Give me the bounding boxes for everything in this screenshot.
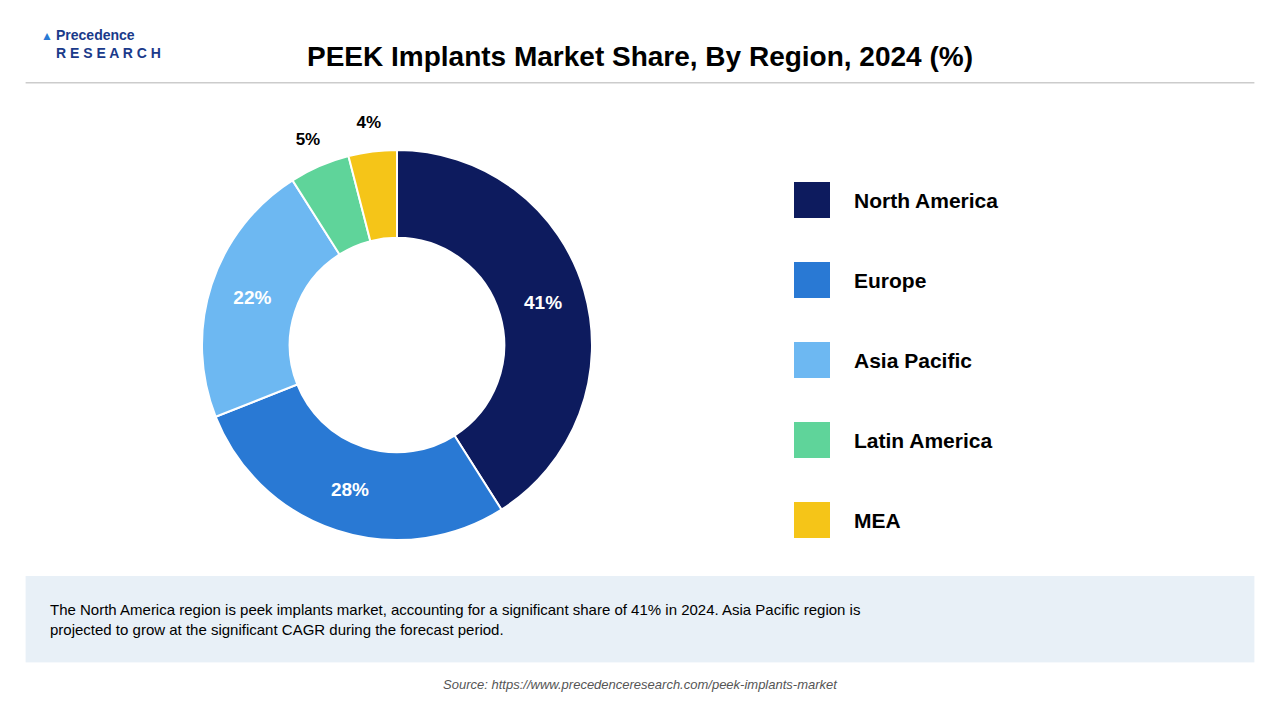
- footer-text: The North America region is peek implant…: [50, 601, 860, 638]
- chart: PEEK Implants Market Share, By Region, 2…: [0, 0, 1280, 720]
- legend-swatch: [794, 422, 830, 458]
- background: [0, 0, 1280, 720]
- data-label: 22%: [233, 287, 271, 308]
- source-text: Source: https://www.precedenceresearch.c…: [443, 677, 838, 692]
- donut-slice: [216, 384, 502, 540]
- legend-label: North America: [854, 189, 998, 212]
- logo-mark: ▲: [41, 29, 53, 43]
- footer-box: [26, 576, 1255, 662]
- title: PEEK Implants Market Share, By Region, 2…: [307, 41, 973, 72]
- logo-text: Precedence R E S E A R C H: [56, 27, 161, 61]
- data-label: 28%: [331, 479, 369, 500]
- legend-swatch: [794, 182, 830, 218]
- legend-label: Europe: [854, 269, 926, 292]
- donut-slice: [349, 150, 397, 241]
- data-label: 5%: [296, 130, 321, 149]
- legend-swatch: [794, 262, 830, 298]
- legend-swatch: [794, 502, 830, 538]
- text-line: Precedence: [56, 27, 135, 43]
- data-label: 4%: [357, 113, 382, 132]
- legend-label: MEA: [854, 509, 901, 532]
- title-rule: [26, 82, 1255, 84]
- legend-swatch: [794, 342, 830, 378]
- data-label: 41%: [524, 292, 562, 313]
- legend-label: Asia Pacific: [854, 349, 972, 372]
- donut: [202, 150, 592, 540]
- legend: North America Europe Asia Pacific Latin Ame…: [794, 182, 998, 538]
- text-line: projected to grow at the significant CAG…: [50, 621, 504, 638]
- text-line: The North America region is peek implant…: [50, 601, 860, 618]
- text-line: R E S E A R C H: [56, 45, 161, 61]
- legend-label: Latin America: [854, 429, 992, 452]
